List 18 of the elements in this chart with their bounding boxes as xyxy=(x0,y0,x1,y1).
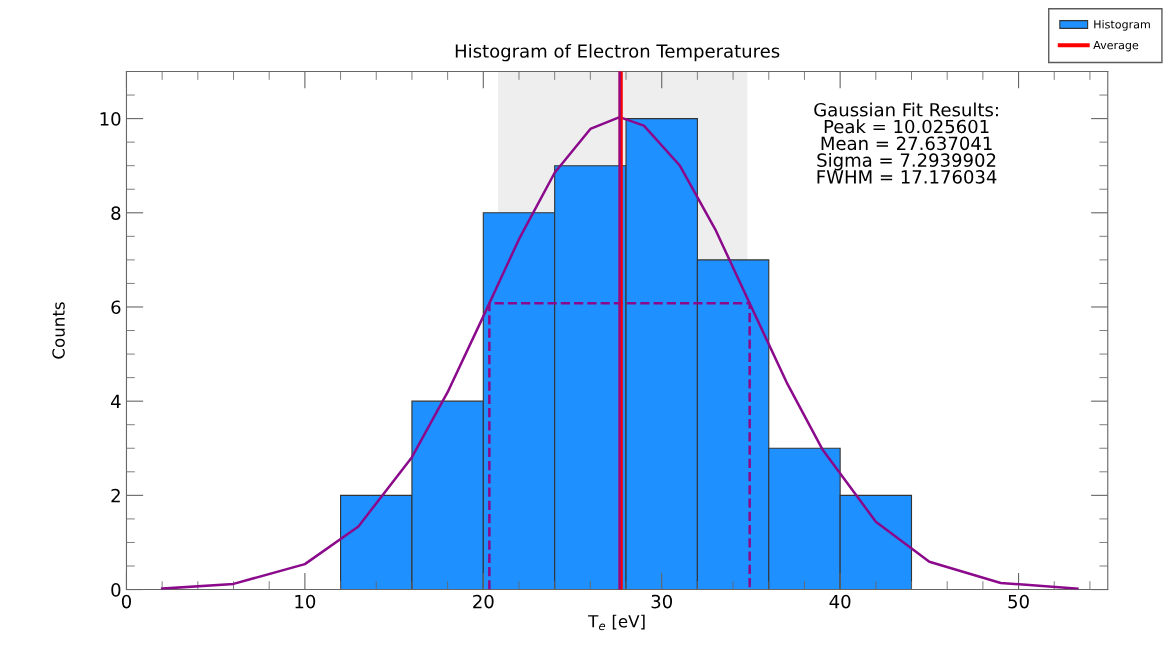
y-tick-label: 10 xyxy=(100,112,121,126)
y-tick-label: 8 xyxy=(111,206,121,220)
annotation: Gaussian Fit Results: Peak = 10.025601 Mean = 27.637041 Sigma = 7.2939902 FWHM = 17.176034 xyxy=(814,102,998,184)
x-tick-label: 0 xyxy=(121,594,132,609)
x-tick-label: 10 xyxy=(295,594,316,609)
y-axis-title: Counts xyxy=(52,302,65,359)
y-tick-label: 4 xyxy=(111,394,121,409)
x-tick-label: 50 xyxy=(1008,594,1029,609)
x-tick-label: 30 xyxy=(651,594,673,609)
legend-label: Histogram xyxy=(1094,19,1150,31)
y-tick-label: 2 xyxy=(111,488,120,503)
chart-title: Histogram of Electron Temperatures xyxy=(455,43,780,62)
x-axis-title: T$_{e}$ [eV] xyxy=(588,614,645,631)
legend-label: Average xyxy=(1093,41,1139,52)
x-tick-label: 20 xyxy=(473,594,494,609)
y-tick-label: 6 xyxy=(111,300,121,315)
x-tick-label: 40 xyxy=(829,594,851,609)
y-tick-label: 0 xyxy=(111,583,121,597)
